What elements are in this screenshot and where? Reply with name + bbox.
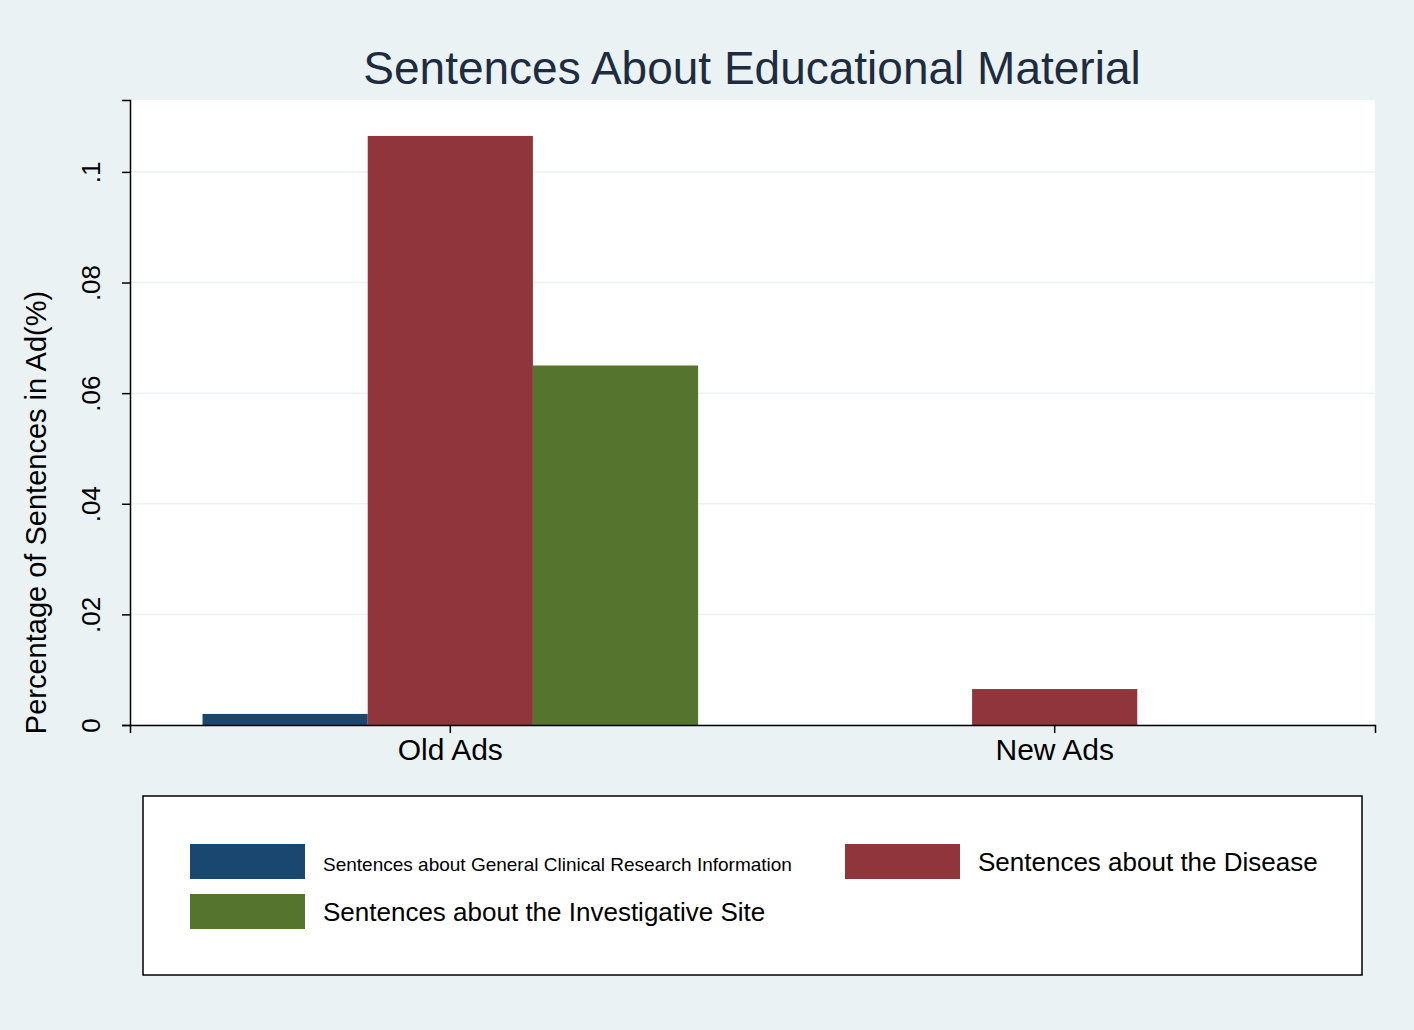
y-tick-label: .08 <box>76 265 106 301</box>
legend-box <box>143 796 1362 975</box>
y-tick-mark <box>122 282 130 284</box>
y-axis-line <box>122 101 131 726</box>
y-tick-label: .04 <box>76 486 106 522</box>
grid-line <box>130 392 1375 394</box>
x-tick: Old Ads <box>398 725 503 766</box>
legend-swatch <box>190 894 305 929</box>
x-tick: New Ads <box>995 725 1113 766</box>
legend-swatch <box>190 844 305 879</box>
grid-line <box>130 282 1375 284</box>
grid-line <box>130 503 1375 505</box>
grid-line <box>130 614 1375 616</box>
y-tick: 0 <box>76 718 130 732</box>
y-tick-label: .06 <box>76 376 106 412</box>
y-tick: .02 <box>76 597 130 633</box>
y-tick-label: 0 <box>76 718 106 732</box>
y-axis-title: Percentage of Sentences in Ad(%) <box>20 291 52 734</box>
legend-swatch <box>845 844 960 879</box>
bar <box>972 689 1137 725</box>
grid-line <box>130 171 1375 173</box>
background <box>0 0 1414 1030</box>
bar <box>203 714 368 725</box>
y-axis: 0 .02 .04 .06 .08 .1 <box>76 101 131 733</box>
y-tick: .1 <box>76 162 130 184</box>
y-tick-mark <box>122 504 130 506</box>
x-axis: Old Ads New Ads <box>131 725 1376 766</box>
y-tick-mark <box>122 614 130 616</box>
x-tick-mark <box>1054 725 1056 733</box>
y-tick-mark <box>122 172 130 174</box>
y-tick-label: .02 <box>76 597 106 633</box>
legend-label: Sentences about General Clinical Researc… <box>323 854 792 875</box>
x-tick-label: Old Ads <box>398 733 503 766</box>
bar <box>368 136 533 725</box>
y-tick-label: .1 <box>76 162 106 184</box>
x-tick-mark <box>450 725 452 733</box>
x-axis-line <box>131 726 1376 734</box>
legend-label: Sentences about the Investigative Site <box>323 897 765 927</box>
x-tick-label: New Ads <box>995 733 1113 766</box>
legend: Sentences about General Clinical Researc… <box>143 796 1362 975</box>
y-tick: .06 <box>76 376 130 412</box>
legend-label: Sentences about the Disease <box>978 847 1318 877</box>
plot-area <box>130 100 1375 725</box>
bar <box>533 365 698 725</box>
y-tick: .04 <box>76 486 130 522</box>
y-tick-mark <box>122 393 130 395</box>
grid <box>130 172 1375 725</box>
chart: 0 .02 .04 .06 .08 .1 Old Ads New Ads Sentences A… <box>0 0 1414 1030</box>
bars <box>203 136 1138 725</box>
title: Sentences About Educational Material <box>363 42 1140 94</box>
y-tick-mark <box>122 725 130 727</box>
y-tick: .08 <box>76 265 130 301</box>
